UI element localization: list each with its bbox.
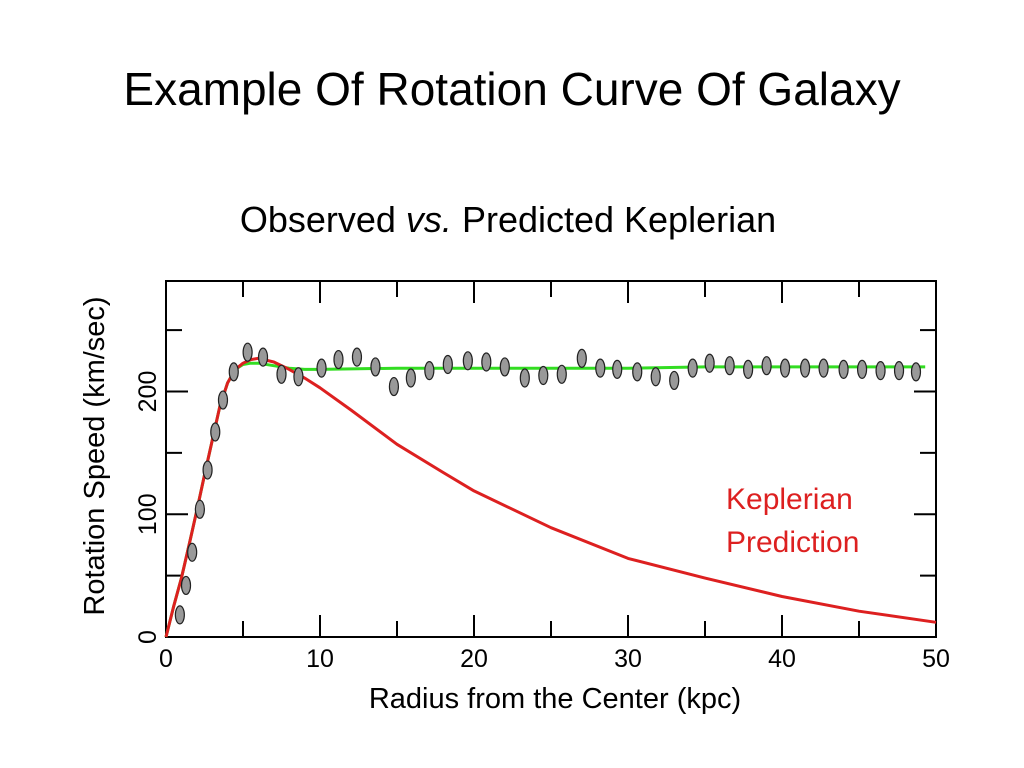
observed-point [405, 368, 416, 388]
x-tick-label: 20 [460, 645, 488, 673]
observed-point [856, 359, 868, 379]
plot-frame [165, 280, 937, 638]
observed-point [743, 359, 754, 379]
observed-point [187, 542, 198, 562]
observed-point [650, 367, 661, 387]
observed-point [556, 364, 567, 384]
keplerian-annotation-line-2: Prediction [726, 526, 859, 559]
x-tick-label: 30 [614, 645, 642, 673]
observed-point [316, 358, 327, 378]
observed-point [761, 356, 772, 376]
observed-point [293, 367, 304, 387]
x-tick-label: 40 [768, 645, 796, 673]
observed-point [257, 347, 269, 367]
observed-point [704, 353, 715, 373]
observed-point [632, 362, 643, 382]
chart-title-part-1: Observed [240, 199, 406, 240]
x-tick-label: 0 [159, 645, 173, 673]
observed-point [370, 357, 381, 377]
x-tick-label: 50 [922, 645, 950, 673]
y-axis-label: Rotation Speed (km/sec) [79, 296, 111, 615]
observed-point [576, 348, 587, 368]
observed-point [818, 358, 829, 378]
observed-point [612, 359, 623, 379]
observed-point [499, 357, 510, 377]
observed-point [388, 376, 400, 397]
chart-title-part-2: vs. [406, 199, 452, 240]
observed-point [595, 358, 606, 378]
observed-point [242, 342, 253, 362]
observed-point [519, 368, 530, 388]
x-axis-label: Radius from the Center (kpc) [369, 683, 741, 715]
observed-point [875, 361, 886, 381]
chart-title-part-3: Predicted Keplerian [452, 199, 776, 240]
y-tick-label: 200 [134, 371, 162, 413]
observed-point [779, 358, 791, 378]
observed-point [838, 359, 849, 379]
observed-point [351, 347, 363, 367]
observed-point [442, 354, 453, 375]
axis-ticks [165, 281, 937, 638]
x-tick-label: 10 [306, 645, 334, 673]
observed-point [893, 361, 905, 381]
observed-point [217, 390, 229, 410]
observed-point [538, 365, 549, 386]
keplerian-curve [164, 356, 937, 638]
y-tick-label: 0 [134, 630, 162, 644]
observed-point [910, 362, 922, 382]
y-tick-label: 100 [134, 493, 162, 535]
observed-points [174, 342, 922, 625]
observed-point [174, 605, 185, 625]
observed-point [799, 358, 811, 378]
observed-point [333, 349, 344, 370]
observed-point [424, 361, 435, 381]
observed-point [481, 352, 492, 372]
observed-point [210, 422, 221, 442]
observed-point [180, 575, 192, 596]
chart-title: Observed vs. Predicted Keplerian [240, 199, 776, 240]
observed-point [724, 356, 735, 376]
observed-point [276, 364, 287, 384]
observed-point [202, 460, 213, 480]
tick-labels: 0 10 20 30 40 50 0 100 200 [134, 371, 950, 673]
slide-title: Example Of Rotation Curve Of Galaxy [123, 63, 901, 115]
keplerian-annotation-line-1: Keplerian [726, 483, 853, 516]
observed-point [669, 370, 680, 391]
observed-point [228, 362, 239, 382]
observed-point [462, 351, 473, 371]
observed-point [194, 499, 205, 519]
observed-point [687, 358, 698, 378]
